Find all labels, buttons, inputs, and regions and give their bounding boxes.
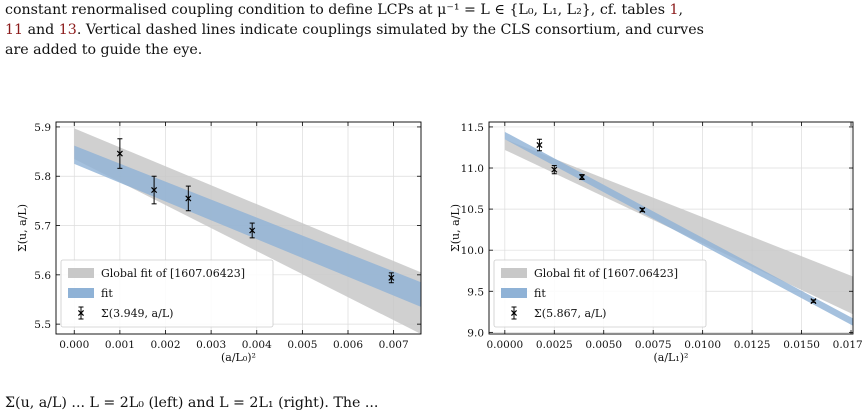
legend-swatch-global [68, 268, 94, 278]
y-tick-label: 9.0 [467, 327, 484, 339]
x-tick-label: 0.007 [379, 339, 409, 351]
marker-x [551, 166, 558, 173]
data-point [578, 174, 586, 181]
caption-bottom-text: Σ(u, a/L) ... L = 2L₀ (left) and L = 2L₁… [5, 395, 379, 411]
y-tick-label: 11.0 [461, 163, 484, 175]
marker-x [536, 141, 543, 149]
x-tick-label: 0.0100 [684, 339, 721, 351]
x-tick-label: 0.0175 [833, 339, 862, 351]
data-point [639, 206, 646, 213]
x-tick-label: 0.0025 [536, 339, 573, 351]
plot-frame [488, 121, 854, 335]
marker-x [578, 174, 586, 181]
x-tick-label: 0.002 [150, 339, 180, 351]
caption-line-3: are added to guide the eye. [5, 42, 203, 58]
legend-label-fit: fit [101, 287, 113, 300]
y-tick-label: 5.7 [34, 221, 51, 233]
caption-line-1: constant renormalised coupling condition… [5, 2, 684, 18]
x-tick-label: 0.0150 [783, 339, 820, 351]
x-tick-label: 0.006 [333, 339, 363, 351]
x-tick-label: 0.0000 [486, 339, 523, 351]
legend-label-fit: fit [534, 287, 546, 300]
data-point [116, 138, 123, 169]
x-tick-label: 0.0050 [585, 339, 622, 351]
plot-frame [55, 121, 422, 335]
marker-x [185, 195, 192, 202]
marker-x [249, 227, 256, 234]
legend-label-data: Σ(5.867, a/L) [534, 307, 606, 320]
y-tick-label: 5.5 [34, 319, 51, 331]
legend: Global fit of [1607.06423] fit Σ(5.867, a/… [493, 259, 707, 328]
legend-label-data: Σ(3.949, a/L) [101, 307, 173, 320]
legend-box [60, 259, 274, 328]
data-point [536, 138, 543, 152]
table-ref-11[interactable]: 11 [5, 22, 24, 38]
x-axis-label: (a/L₁)² [654, 351, 689, 364]
data-point [185, 185, 192, 212]
y-axis-label: Σ(u, a/L) [449, 204, 462, 252]
y-tick-label: 10.5 [461, 204, 484, 216]
marker-x [388, 274, 395, 281]
legend-swatch-global [501, 268, 527, 278]
x-tick-label: 0.001 [105, 339, 135, 351]
right-chart: 0.0000 0.0025 0.0050 0.0075 0.0100 0.0125 0.01… [449, 121, 862, 364]
figure-caption: constant renormalised coupling condition… [5, 0, 857, 60]
x-tick-label: 0.005 [287, 339, 317, 351]
legend-swatch-fit [501, 288, 527, 298]
y-tick-label: 9.5 [467, 286, 484, 298]
caption-line-2: 11 and 13. Vertical dashed lines indicat… [5, 22, 704, 38]
marker-x [810, 298, 817, 305]
legend-label-global: Global fit of [1607.06423] [534, 267, 678, 280]
x-tick-label: 0.000 [59, 339, 89, 351]
legend-label-global: Global fit of [1607.06423] [101, 267, 245, 280]
x-tick-label: 0.003 [196, 339, 226, 351]
data-point [249, 222, 256, 239]
y-tick-label: 10.0 [461, 245, 484, 257]
data-point [151, 175, 158, 205]
x-tick-label: 0.004 [242, 339, 272, 351]
legend: Global fit of [1607.06423] fit Σ(3.949, a/… [60, 259, 274, 328]
legend-marker-x [510, 309, 518, 317]
legend-swatch-fit [68, 288, 94, 298]
y-tick-label: 5.6 [34, 270, 51, 282]
table-ref-13[interactable]: 13 [58, 22, 77, 38]
table-ref-1[interactable]: 1 [669, 2, 679, 18]
x-tick-label: 0.0125 [734, 339, 771, 351]
marker-x [151, 187, 158, 194]
fit-band [504, 131, 853, 326]
marker-x [116, 150, 123, 157]
y-axis-label: Σ(u, a/L) [16, 204, 29, 252]
left-chart: 0.000 0.001 0.002 0.003 0.004 0.005 0.006 0.007… [16, 121, 422, 364]
marker-x [639, 206, 646, 213]
x-tick-label: 0.0075 [635, 339, 672, 351]
y-tick-label: 5.9 [34, 122, 51, 134]
y-tick-label: 11.5 [461, 122, 484, 134]
data-point [388, 272, 395, 284]
data-point [551, 165, 558, 175]
x-axis-label: (a/L₀)² [221, 351, 256, 364]
legend-box [493, 259, 707, 328]
data-point [810, 298, 817, 305]
y-tick-label: 5.8 [34, 171, 51, 183]
legend-marker-x [77, 309, 85, 317]
fit-band [74, 145, 421, 307]
